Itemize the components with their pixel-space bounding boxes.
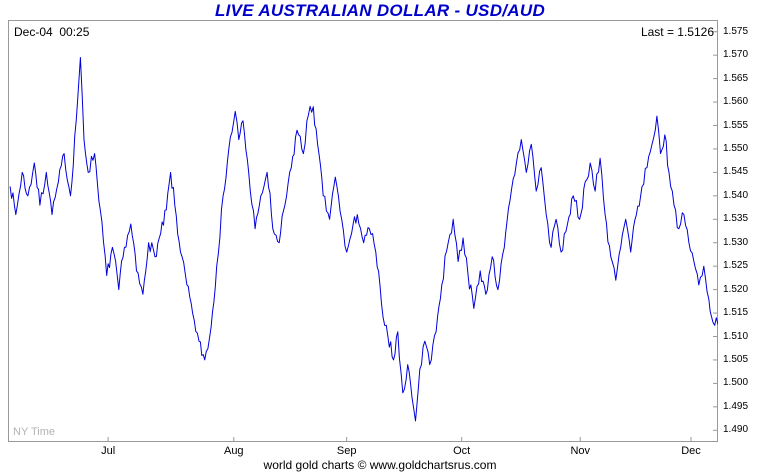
x-tick-label-dec: Dec (681, 445, 701, 457)
timezone-note: NY Time (13, 426, 55, 438)
chart-plot-area (8, 20, 719, 442)
x-tick-label-nov: Nov (570, 445, 591, 457)
y-tick-label: 1.570 (723, 49, 749, 61)
y-tick-label: 1.565 (723, 72, 749, 84)
usd-aud-price-line (9, 57, 719, 422)
y-tick-label: 1.535 (723, 213, 749, 225)
page-title: LIVE AUSTRALIAN DOLLAR - USD/AUD (214, 1, 546, 20)
y-tick-label: 1.495 (723, 400, 749, 412)
y-tick-label: 1.550 (723, 142, 749, 154)
y-tick-label: 1.520 (723, 283, 749, 295)
x-tick-label-sep: Sep (336, 445, 357, 457)
x-tick-label-aug: Aug (223, 445, 244, 457)
y-tick-label: 1.540 (723, 189, 749, 201)
y-tick-label: 1.515 (723, 307, 749, 319)
y-tick-label: 1.575 (723, 25, 749, 37)
y-tick-label: 1.505 (723, 353, 749, 365)
y-tick-label: 1.555 (723, 119, 749, 131)
y-tick-label: 1.500 (723, 377, 749, 389)
y-tick-label: 1.490 (723, 424, 749, 436)
y-tick-label: 1.560 (723, 96, 749, 108)
y-tick-label: 1.525 (723, 260, 749, 272)
x-tick-label-jul: Jul (101, 445, 116, 457)
x-tick-label-oct: Oct (453, 445, 471, 457)
price-line-chart (8, 20, 719, 442)
y-tick-label: 1.530 (723, 236, 749, 248)
footer-credit: world gold charts © www.goldchartsrus.co… (263, 458, 497, 472)
y-tick-label: 1.510 (723, 330, 749, 342)
chart-timestamp: Dec-04 00:25 (14, 25, 90, 39)
y-tick-label: 1.545 (723, 166, 749, 178)
last-price-readout: Last = 1.5126 (640, 25, 714, 39)
